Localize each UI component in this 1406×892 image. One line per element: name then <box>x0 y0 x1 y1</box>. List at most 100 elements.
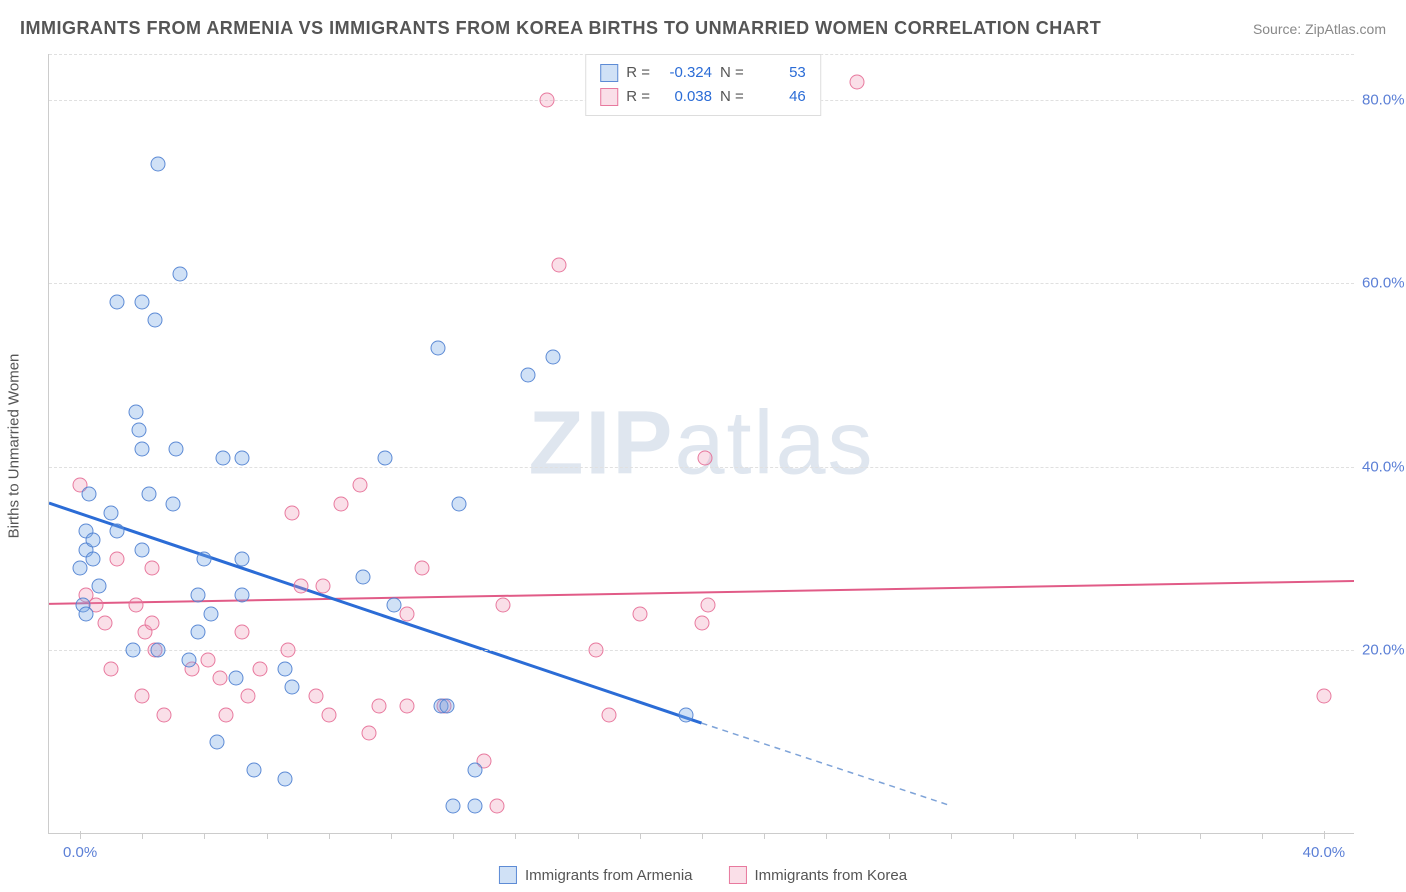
data-point-korea <box>234 625 249 640</box>
data-point-korea <box>850 74 865 89</box>
data-point-korea <box>632 606 647 621</box>
data-point-armenia <box>679 707 694 722</box>
x-minor-tick <box>702 833 703 839</box>
data-point-korea <box>589 643 604 658</box>
legend-label-korea: Immigrants from Korea <box>755 867 908 884</box>
x-minor-tick <box>640 833 641 839</box>
watermark-rest: atlas <box>674 393 874 493</box>
chart-container: IMMIGRANTS FROM ARMENIA VS IMMIGRANTS FR… <box>0 0 1406 892</box>
data-point-armenia <box>91 579 106 594</box>
data-point-armenia <box>150 643 165 658</box>
data-point-korea <box>315 579 330 594</box>
x-minor-tick <box>1137 833 1138 839</box>
x-minor-tick <box>578 833 579 839</box>
correlation-stats-box: R = -0.324 N = 53 R = 0.038 N = 46 <box>585 54 821 116</box>
x-minor-tick <box>204 833 205 839</box>
data-point-korea <box>129 597 144 612</box>
data-point-armenia <box>135 542 150 557</box>
watermark-bold: ZIP <box>528 393 674 493</box>
watermark: ZIPatlas <box>528 392 874 495</box>
data-point-armenia <box>377 450 392 465</box>
data-point-armenia <box>191 588 206 603</box>
title-bar: IMMIGRANTS FROM ARMENIA VS IMMIGRANTS FR… <box>20 18 1386 39</box>
grid-line <box>49 467 1354 468</box>
source-attribution: Source: ZipAtlas.com <box>1253 21 1386 37</box>
r-value-armenia: -0.324 <box>658 61 712 85</box>
swatch-armenia-icon <box>600 64 618 82</box>
data-point-korea <box>539 92 554 107</box>
data-point-korea <box>281 643 296 658</box>
x-minor-tick <box>329 833 330 839</box>
x-minor-tick <box>1013 833 1014 839</box>
data-point-armenia <box>132 423 147 438</box>
data-point-korea <box>495 597 510 612</box>
data-point-armenia <box>85 533 100 548</box>
data-point-korea <box>1316 689 1331 704</box>
data-point-armenia <box>520 368 535 383</box>
y-tick-label: 20.0% <box>1362 642 1406 659</box>
data-point-korea <box>219 707 234 722</box>
data-point-armenia <box>440 698 455 713</box>
data-point-armenia <box>110 524 125 539</box>
grid-line <box>49 283 1354 284</box>
data-point-armenia <box>387 597 402 612</box>
data-point-korea <box>701 597 716 612</box>
data-point-armenia <box>104 505 119 520</box>
data-point-armenia <box>110 294 125 309</box>
y-tick-label: 40.0% <box>1362 458 1406 475</box>
series-legend: Immigrants from Armenia Immigrants from … <box>499 866 907 884</box>
data-point-korea <box>293 579 308 594</box>
plot-area: ZIPatlas 20.0%40.0%60.0%80.0%0.0%40.0% <box>48 54 1354 834</box>
data-point-armenia <box>545 349 560 364</box>
data-point-korea <box>144 560 159 575</box>
data-point-armenia <box>234 551 249 566</box>
data-point-korea <box>135 689 150 704</box>
data-point-armenia <box>284 680 299 695</box>
data-point-korea <box>110 551 125 566</box>
swatch-korea-icon <box>729 866 747 884</box>
data-point-armenia <box>135 294 150 309</box>
swatch-korea-icon <box>600 88 618 106</box>
data-point-korea <box>352 478 367 493</box>
n-label: N = <box>720 61 744 85</box>
data-point-armenia <box>203 606 218 621</box>
data-point-korea <box>241 689 256 704</box>
data-point-korea <box>399 606 414 621</box>
data-point-armenia <box>234 450 249 465</box>
y-tick-label: 60.0% <box>1362 275 1406 292</box>
trend-line-armenia-dashed <box>702 723 951 805</box>
data-point-korea <box>253 661 268 676</box>
data-point-armenia <box>147 313 162 328</box>
data-point-korea <box>362 726 377 741</box>
data-point-armenia <box>79 606 94 621</box>
n-label: N = <box>720 85 744 109</box>
data-point-armenia <box>82 487 97 502</box>
data-point-armenia <box>216 450 231 465</box>
data-point-armenia <box>166 496 181 511</box>
data-point-armenia <box>191 625 206 640</box>
data-point-armenia <box>172 267 187 282</box>
source-name: ZipAtlas.com <box>1305 21 1386 37</box>
data-point-armenia <box>197 551 212 566</box>
data-point-armenia <box>135 441 150 456</box>
x-minor-tick <box>142 833 143 839</box>
data-point-armenia <box>141 487 156 502</box>
data-point-armenia <box>129 404 144 419</box>
data-point-armenia <box>356 570 371 585</box>
chart-title: IMMIGRANTS FROM ARMENIA VS IMMIGRANTS FR… <box>20 18 1101 39</box>
r-value-korea: 0.038 <box>658 85 712 109</box>
data-point-armenia <box>452 496 467 511</box>
data-point-korea <box>489 799 504 814</box>
x-minor-tick <box>764 833 765 839</box>
data-point-korea <box>695 615 710 630</box>
y-tick-label: 80.0% <box>1362 91 1406 108</box>
r-label: R = <box>626 85 650 109</box>
x-minor-tick <box>267 833 268 839</box>
n-value-armenia: 53 <box>752 61 806 85</box>
stats-row-armenia: R = -0.324 N = 53 <box>600 61 806 85</box>
data-point-korea <box>399 698 414 713</box>
data-point-armenia <box>468 799 483 814</box>
data-point-korea <box>415 560 430 575</box>
x-tick-label: 0.0% <box>63 844 97 861</box>
data-point-korea <box>144 615 159 630</box>
